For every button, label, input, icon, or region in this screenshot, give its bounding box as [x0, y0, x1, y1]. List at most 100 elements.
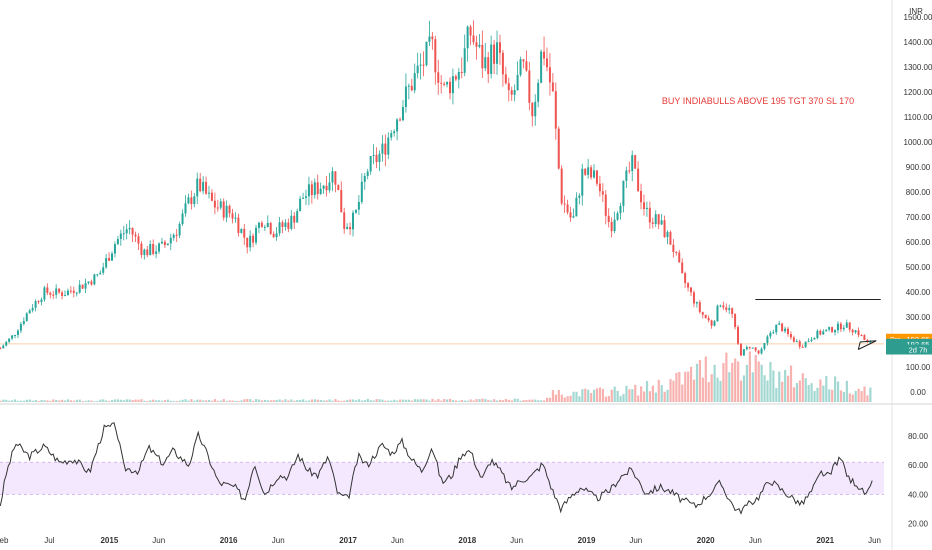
candle-body	[607, 215, 610, 223]
candle-body	[616, 213, 619, 220]
candle-body	[869, 341, 872, 343]
candle-body	[754, 347, 757, 351]
volume-bar	[434, 400, 437, 402]
volume-bar	[316, 399, 319, 402]
volume-bar	[766, 380, 769, 402]
candle-body	[19, 323, 22, 331]
candle-body	[654, 214, 657, 224]
volume-bar	[804, 378, 807, 402]
price-tick-label: 400.00	[906, 288, 931, 297]
candle-body	[716, 305, 719, 322]
candle-body	[525, 61, 528, 71]
volume-bar	[322, 400, 325, 402]
candle-body	[660, 220, 663, 225]
candle-body	[349, 227, 352, 230]
candle-body	[225, 205, 228, 218]
candle-body	[751, 347, 754, 349]
candle-body	[216, 207, 219, 209]
volume-bar	[593, 389, 596, 402]
candle-body	[331, 171, 334, 183]
candle-body	[246, 237, 249, 248]
candle-body	[63, 295, 66, 297]
candle-body	[116, 238, 119, 245]
candle-body	[11, 335, 14, 339]
rsi-pane	[0, 422, 884, 515]
candle-body	[739, 343, 742, 356]
time-tick-label: Jun	[152, 536, 165, 545]
candle-body	[84, 283, 87, 289]
candle-body	[52, 294, 55, 296]
price-tick-label: 800.00	[906, 188, 931, 197]
candle-body	[16, 330, 19, 335]
volume-bar	[46, 400, 49, 402]
candle-body	[651, 222, 654, 224]
candle-body	[742, 349, 745, 356]
candle-body	[457, 71, 460, 80]
rsi-axis: 20.00 40.00 60.00 80.00	[908, 432, 929, 529]
volume-bar	[813, 390, 816, 402]
candle-body	[463, 48, 466, 73]
volume-bar	[257, 399, 261, 402]
candle-body	[296, 211, 299, 223]
volume-bar	[487, 400, 490, 402]
volume-bar	[190, 399, 193, 402]
volume-bar	[484, 399, 487, 402]
volume-bar	[575, 391, 578, 402]
time-tick-label: 2021	[816, 536, 834, 545]
candle-body	[466, 26, 469, 49]
volume-bar	[522, 400, 525, 402]
candle-body	[381, 143, 384, 154]
candle-body	[255, 227, 258, 243]
volume-bar	[401, 399, 405, 402]
volume-bar	[540, 400, 543, 402]
volume-bar	[722, 363, 725, 402]
volume-bar	[119, 399, 123, 402]
candle-body	[396, 119, 399, 132]
candle-body	[860, 335, 863, 337]
candle-body	[707, 318, 710, 321]
volume-bar	[819, 379, 822, 402]
volume-bar	[352, 399, 355, 402]
candle-body	[8, 338, 11, 342]
candle-body	[454, 76, 457, 80]
volume-bar	[666, 389, 669, 402]
candle-body	[822, 331, 825, 335]
volume-bar	[569, 395, 572, 402]
candle-body	[143, 249, 146, 255]
price-tick-label: 700.00	[906, 213, 931, 222]
volume-bar	[375, 399, 378, 402]
candle-body	[199, 178, 202, 192]
candle-body	[75, 292, 78, 294]
volume-bar	[304, 400, 308, 402]
volume-bar	[99, 399, 102, 402]
candle-body	[622, 180, 625, 206]
candle-body	[648, 207, 651, 223]
candle-body	[163, 241, 166, 246]
candle-body	[460, 71, 463, 73]
candle-body	[484, 57, 487, 69]
rsi-tick-label: 20.00	[908, 520, 929, 529]
candle-body	[66, 290, 69, 296]
volume-bar	[243, 399, 246, 402]
volume-bar	[613, 386, 616, 402]
candle-body	[863, 335, 866, 340]
volume-bar	[737, 361, 740, 402]
volume-bar	[363, 400, 366, 402]
volume-bar	[296, 400, 299, 402]
price-tick-label: 1300.00	[904, 63, 932, 72]
volume-bar	[860, 391, 863, 402]
candle-body	[228, 205, 231, 214]
candle-body	[393, 131, 396, 134]
rsi-tick-label: 40.00	[908, 490, 929, 499]
candle-body	[40, 299, 43, 303]
volume-bar	[349, 399, 352, 402]
candle-body	[263, 226, 266, 228]
volume-bar	[199, 399, 202, 402]
volume-bar	[604, 396, 607, 402]
volume-bar	[90, 400, 93, 402]
volume-bar	[504, 398, 508, 402]
volume-bar	[781, 381, 784, 402]
volume-bar	[466, 400, 469, 402]
volume-bar	[134, 399, 137, 402]
candle-body	[645, 207, 648, 210]
